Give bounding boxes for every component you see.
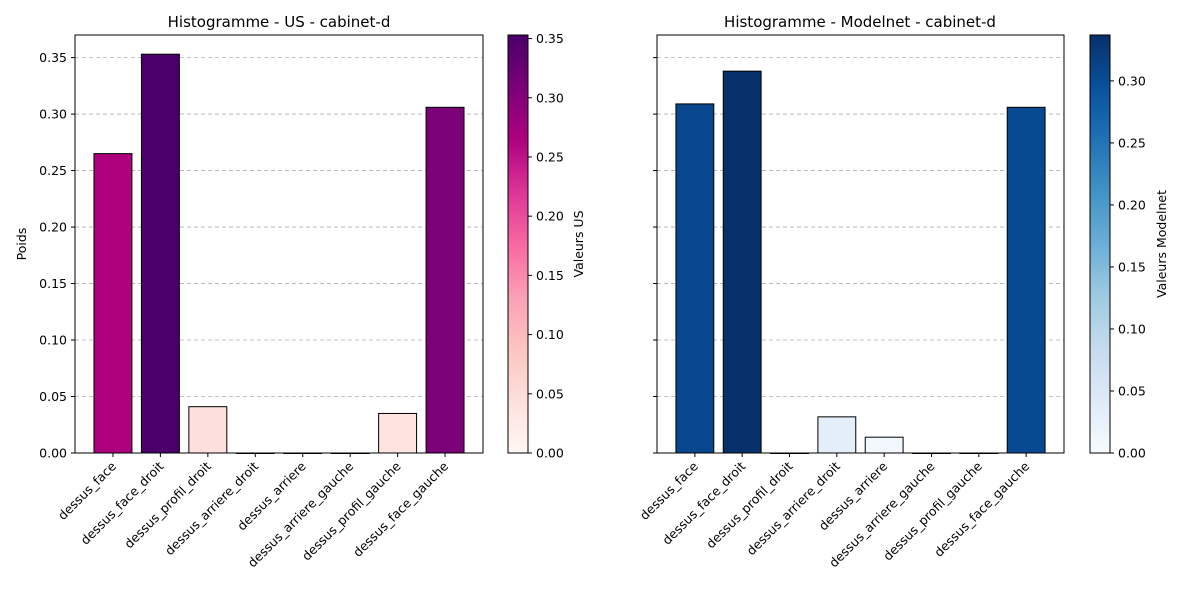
modelnet-bar: [722, 70, 762, 454]
modelnet-x-tick-label: dessus_arriere_droit: [743, 458, 843, 558]
modelnet-x-tick-label: dessus_face_gauche: [931, 458, 1032, 559]
us-colorbar-ticks: 0.00 0.05 0.10 0.15 0.20 0.25 0.30 0.35: [528, 31, 564, 461]
modelnet-colorbar-label: Valeurs Modelnet: [1154, 190, 1169, 298]
modelnet-bar: [817, 416, 857, 454]
modelnet-colorbar: 0.00 0.05 0.10 0.15 0.20 0.25 0.30 Valeurs Mod…: [1089, 34, 1169, 461]
modelnet-y-ticks: [653, 57, 657, 454]
us-colorbar-tick-label: 0.15: [536, 268, 564, 283]
us-bar: [425, 106, 465, 454]
us-colorbar-tick-label: 0.00: [536, 446, 564, 461]
us-y-tick-label: 0.10: [39, 333, 67, 348]
us-y-tick-label: 0.15: [39, 276, 67, 291]
us-grid: [75, 57, 483, 454]
us-histogram: Histogramme - US - cabinet-d Poids 0.000…: [14, 13, 484, 570]
modelnet-colorbar-tick-label: 0.10: [1118, 321, 1146, 336]
modelnet-x-tick-label: dessus_face_droit: [659, 458, 748, 547]
us-colorbar-tick-label: 0.25: [536, 149, 564, 164]
us-colorbar: 0.00 0.05 0.10 0.15 0.20 0.25 0.30 0.35 Valeurs…: [507, 31, 586, 461]
us-y-tick-label: 0.25: [39, 163, 67, 178]
modelnet-bar: [675, 103, 715, 454]
us-colorbar-tick-label: 0.10: [536, 327, 564, 342]
modelnet-x-ticks: dessus_facedessus_face_droitdessus_profi…: [637, 453, 1032, 570]
us-y-tick-label: 0.00: [39, 446, 67, 461]
us-chart-title: Histogramme - US - cabinet-d: [168, 13, 391, 31]
us-bar: [378, 412, 418, 454]
us-colorbar-tick-label: 0.35: [536, 31, 564, 46]
modelnet-colorbar-tick-label: 0.30: [1118, 73, 1146, 88]
us-colorbar-tick-label: 0.20: [536, 209, 564, 224]
us-x-tick-label: dessus_face_droit: [77, 458, 166, 547]
us-bar: [140, 53, 180, 454]
us-y-tick-label: 0.05: [39, 389, 67, 404]
modelnet-colorbar-gradient: [1089, 34, 1111, 454]
modelnet-grid: [657, 57, 1064, 454]
modelnet-histogram: Histogramme - Modelnet - cabinet-d dessu…: [637, 13, 1065, 570]
modelnet-chart-title: Histogramme - Modelnet - cabinet-d: [724, 13, 996, 31]
us-bar: [93, 153, 133, 454]
modelnet-colorbar-tick-label: 0.05: [1118, 383, 1146, 398]
modelnet-bars: [675, 70, 1046, 454]
modelnet-colorbar-tick-label: 0.25: [1118, 135, 1146, 150]
us-bar: [188, 406, 228, 454]
us-y-axis-label: Poids: [14, 228, 29, 261]
us-x-tick-label: dessus_profil_droit: [121, 458, 214, 551]
us-y-tick-label: 0.35: [39, 50, 67, 65]
us-colorbar-tick-label: 0.05: [536, 386, 564, 401]
modelnet-colorbar-tick-label: 0.20: [1118, 197, 1146, 212]
us-y-tick-label: 0.30: [39, 107, 67, 122]
modelnet-colorbar-tick-label: 0.15: [1118, 259, 1146, 274]
us-x-tick-label: dessus_arriere_droit: [162, 458, 262, 558]
us-colorbar-label: Valeurs US: [571, 210, 586, 277]
us-plot-frame: [74, 34, 484, 454]
us-x-ticks: dessus_facedessus_face_droitdessus_profi…: [55, 453, 451, 570]
modelnet-bar: [1006, 106, 1046, 454]
modelnet-colorbar-tick-label: 0.00: [1118, 446, 1146, 461]
us-colorbar-tick-label: 0.30: [536, 90, 564, 105]
modelnet-plot-frame: [656, 34, 1065, 454]
us-y-tick-label: 0.20: [39, 220, 67, 235]
modelnet-colorbar-ticks: 0.00 0.05 0.10 0.15 0.20 0.25 0.30: [1110, 73, 1146, 461]
modelnet-bar: [864, 436, 904, 454]
modelnet-x-tick-label: dessus_profil_droit: [703, 458, 796, 551]
us-x-tick-label: dessus_face_gauche: [350, 458, 451, 559]
us-bars: [93, 53, 465, 454]
us-y-ticks: 0.00 0.05 0.10 0.15 0.20 0.25 0.30 0.35: [39, 50, 75, 461]
us-colorbar-gradient: [507, 34, 529, 454]
